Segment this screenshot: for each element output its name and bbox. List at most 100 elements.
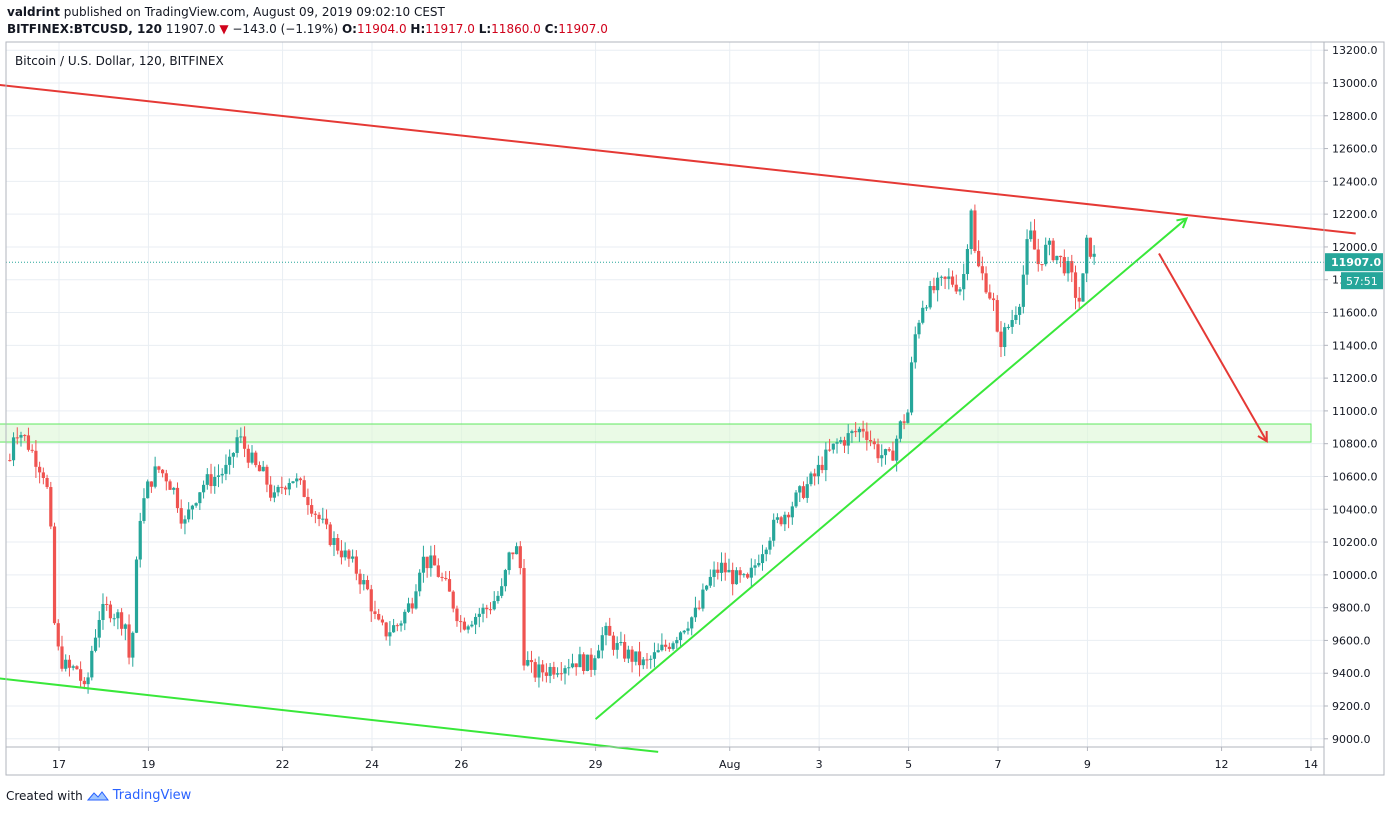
candle-body [142, 498, 146, 521]
candle-body [473, 616, 478, 625]
candle-body [909, 362, 914, 413]
y-tick-label: 9200.0 [1332, 700, 1371, 713]
candle-body [813, 473, 817, 477]
candle-body [365, 580, 370, 590]
candle-body [310, 505, 314, 514]
candle-body [820, 464, 824, 471]
candle-body [839, 440, 843, 443]
candle-body [786, 514, 791, 518]
candle-body [514, 546, 519, 555]
candle-body [891, 450, 895, 461]
candle-body [377, 613, 381, 620]
candle-body [637, 651, 642, 666]
candle-body [1070, 261, 1074, 273]
candle-body [798, 486, 802, 493]
candle-body [34, 450, 38, 467]
plot-border [5, 41, 1325, 748]
candle-body [421, 556, 426, 573]
candle-body [585, 654, 589, 671]
candle-body [1021, 274, 1025, 307]
close-value: 11907.0 [558, 22, 608, 36]
y-tick-label: 12400.0 [1332, 175, 1378, 188]
candle-body [913, 334, 917, 363]
author-name[interactable]: valdrint [7, 5, 60, 19]
candle-body [157, 466, 161, 470]
candle-body [526, 660, 530, 666]
candle-body [198, 492, 202, 504]
publish-info: valdrint published on TradingView.com, A… [7, 5, 445, 19]
candle-body [71, 666, 75, 668]
candle-body [950, 276, 955, 285]
candle-body [563, 668, 567, 674]
candle-body [809, 473, 813, 485]
candle-body [772, 519, 776, 541]
price-axis[interactable] [1323, 41, 1385, 776]
tradingview-logo-icon [86, 790, 109, 800]
candle-body [317, 514, 321, 519]
candle-body [868, 439, 873, 442]
candle-body [82, 680, 86, 685]
resistance-line [0, 84, 1356, 235]
candle-body [1006, 326, 1011, 328]
candle-body [887, 449, 891, 451]
high-value: 11917.0 [425, 22, 475, 36]
candle-body [242, 436, 247, 449]
candle-body [1059, 255, 1063, 258]
candle-body [86, 677, 90, 685]
candle-body [209, 474, 213, 487]
candle-body [511, 552, 515, 555]
support-trendline [594, 219, 1186, 720]
candle-body [861, 428, 865, 432]
candle-body [470, 624, 474, 627]
candle-body [917, 322, 921, 335]
time-axis[interactable] [5, 746, 1325, 776]
candle-body [731, 569, 735, 585]
y-tick-label: 10600.0 [1332, 470, 1378, 483]
y-tick-label: 9600.0 [1332, 634, 1371, 647]
candle-body [440, 576, 444, 578]
candle-body [1088, 237, 1093, 257]
candle-body [30, 449, 34, 451]
candle-body [93, 637, 98, 651]
candle-body [962, 274, 966, 290]
high-label: H: [410, 22, 426, 36]
candle-body [939, 276, 943, 278]
candle-body [149, 481, 154, 487]
candle-body [883, 449, 888, 456]
candle-body [954, 284, 958, 292]
candle-body [768, 540, 772, 550]
candle-body [79, 669, 83, 681]
candle-body [1077, 297, 1081, 302]
candle-body [1062, 257, 1066, 274]
candle-body [160, 469, 165, 474]
y-tick-label: 11400.0 [1332, 339, 1378, 352]
candle-body [656, 650, 660, 653]
candle-body [596, 650, 601, 659]
candle-body [336, 538, 340, 551]
tradingview-brand[interactable]: TradingView [112, 788, 192, 803]
y-tick-label: 13000.0 [1332, 77, 1378, 90]
candle-body [593, 658, 597, 670]
x-tick-label: 26 [454, 758, 468, 771]
candle-body [295, 478, 299, 482]
candle-body [433, 555, 437, 566]
y-tick-label: 11000.0 [1332, 405, 1378, 418]
candle-body [965, 248, 970, 275]
candle-body [235, 437, 239, 453]
candle-body [727, 569, 731, 573]
candle-body [827, 449, 832, 451]
candle-body [928, 285, 932, 308]
candle-body [958, 289, 962, 292]
candle-body [168, 481, 172, 490]
x-tick-label: 19 [141, 758, 155, 771]
candle-body [555, 673, 560, 675]
candle-body [753, 565, 757, 568]
y-tick-label: 11600.0 [1332, 307, 1378, 320]
candle-body [276, 486, 280, 493]
candle-body [172, 487, 176, 490]
support-zone-layer [0, 423, 1312, 443]
candle-body [261, 466, 265, 472]
y-tick-label: 12800.0 [1332, 110, 1378, 123]
candle-body [373, 611, 377, 614]
